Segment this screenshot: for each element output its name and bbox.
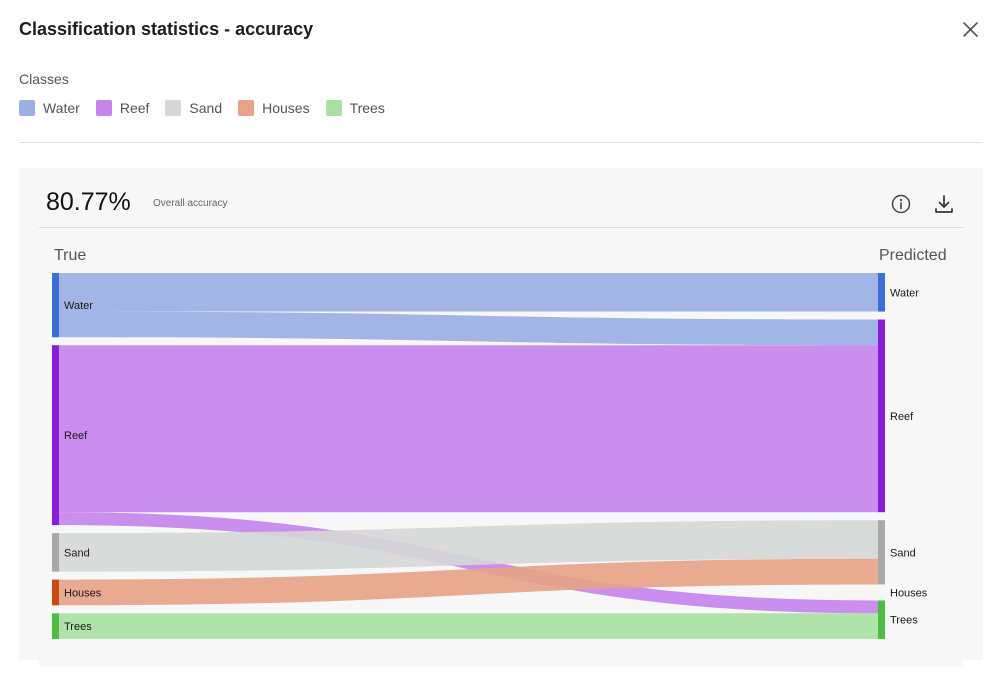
legend-label-houses: Houses bbox=[262, 100, 310, 116]
axis-label-true: True bbox=[54, 247, 87, 264]
close-button[interactable] bbox=[958, 18, 982, 42]
legend-label-water: Water bbox=[43, 100, 80, 116]
axis-label-predicted: Predicted bbox=[879, 247, 947, 264]
legend-item-sand: Sand bbox=[165, 100, 222, 116]
download-button[interactable] bbox=[932, 192, 956, 216]
dialog-title: Classification statistics - accuracy bbox=[19, 19, 314, 39]
legend-swatch-houses bbox=[238, 100, 255, 116]
classes-legend: Water Reef Sand Houses Trees bbox=[19, 100, 401, 116]
legend-item-water: Water bbox=[19, 100, 80, 116]
legend-label-sand: Sand bbox=[189, 100, 223, 116]
legend-item-reef: Reef bbox=[95, 100, 150, 116]
section-divider bbox=[19, 142, 983, 143]
classes-heading: Classes bbox=[19, 71, 69, 87]
download-icon bbox=[935, 195, 953, 213]
legend-label-trees: Trees bbox=[349, 100, 385, 116]
overall-accuracy-value: 80.77% bbox=[46, 188, 131, 216]
legend-item-houses: Houses bbox=[238, 100, 310, 116]
accuracy-panel bbox=[19, 168, 983, 660]
info-icon bbox=[891, 194, 911, 214]
legend-swatch-water bbox=[19, 100, 35, 116]
legend-swatch-sand bbox=[165, 100, 182, 116]
close-icon bbox=[963, 22, 978, 37]
panel-footer-strip bbox=[39, 660, 963, 667]
legend-swatch-reef bbox=[95, 100, 112, 116]
legend-swatch-trees bbox=[325, 100, 342, 116]
legend-label-reef: Reef bbox=[119, 100, 150, 116]
info-button[interactable] bbox=[890, 193, 912, 215]
overall-accuracy-label: Overall accuracy bbox=[153, 198, 228, 209]
legend-item-trees: Trees bbox=[325, 100, 385, 116]
panel-header-rule bbox=[39, 227, 963, 228]
